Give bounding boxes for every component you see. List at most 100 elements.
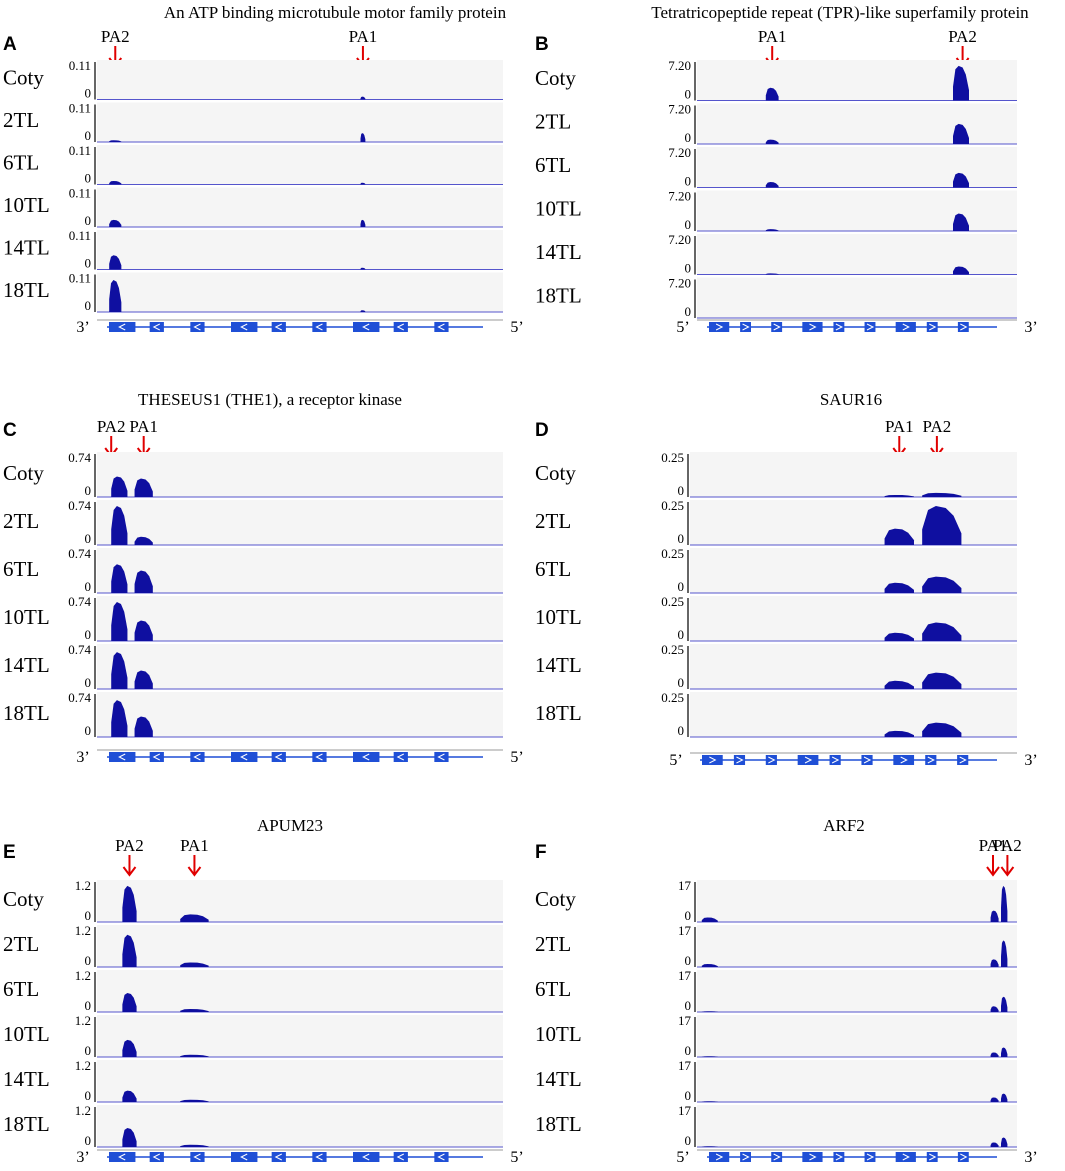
- exon: [771, 1152, 783, 1162]
- ymax-label: 17: [678, 968, 692, 983]
- ymax-label: 17: [678, 1058, 692, 1073]
- sample-label: 10TL: [535, 197, 582, 221]
- arrow-pa1: PA1: [885, 417, 914, 458]
- track-background: [697, 1060, 1017, 1102]
- strand-arrow-icon: [118, 1153, 126, 1161]
- peak-pa1: [360, 219, 366, 227]
- exon: [149, 1152, 164, 1162]
- track-background: [97, 925, 503, 967]
- peak-pa2: [122, 934, 137, 967]
- panel-letter: F: [535, 842, 547, 863]
- track-6tl: 0.25 0 6TL: [535, 546, 1017, 594]
- arrow-pa1: PA1: [979, 836, 1007, 877]
- strand-arrow-icon: [362, 323, 370, 331]
- sample-label: 10TL: [3, 193, 50, 217]
- strand-arrow-icon: [863, 756, 872, 764]
- exon: [271, 1152, 286, 1162]
- arrow-label: PA2: [97, 417, 126, 436]
- strand-arrow-icon: [315, 1153, 323, 1161]
- peak-pa1: [990, 910, 999, 922]
- track-background: [97, 1015, 503, 1057]
- peak-pa2: [922, 492, 962, 497]
- peak-pa2: [122, 1090, 137, 1102]
- peak-pa2: [111, 652, 128, 689]
- exon: [312, 1152, 327, 1162]
- sample-label: Coty: [3, 887, 44, 911]
- track-background: [697, 147, 1017, 188]
- track-14tl: 7.20 0 14TL: [535, 232, 1017, 276]
- sample-label: Coty: [3, 461, 44, 485]
- gene-model: 5’ 3’: [669, 752, 1037, 769]
- ymin-label: 0: [85, 723, 92, 738]
- peak-pa2: [122, 1128, 137, 1147]
- peak-pa1: [180, 1099, 209, 1102]
- strand-arrow-icon: [362, 753, 370, 761]
- gene-left-end: 5’: [669, 752, 682, 769]
- sample-label: 14TL: [535, 1067, 582, 1091]
- strand-arrow-icon: [927, 756, 935, 764]
- track-background: [697, 103, 1017, 144]
- exon: [864, 1152, 876, 1162]
- peak-pa1: [360, 133, 366, 142]
- ymax-label: 0.25: [661, 546, 684, 561]
- strand-arrow-icon: [362, 1153, 370, 1161]
- peak-pa1: [134, 478, 153, 497]
- strand-arrow-icon: [396, 323, 405, 331]
- exon: [312, 322, 327, 332]
- sample-label: 6TL: [3, 150, 39, 174]
- peak-pa2: [1001, 996, 1008, 1012]
- peak-pa1: [134, 570, 153, 593]
- track-background: [97, 644, 503, 689]
- strand-arrow-icon: [715, 323, 724, 331]
- exon: [740, 322, 751, 332]
- ymax-label: 0.74: [68, 594, 91, 609]
- strand-arrow-icon: [835, 1153, 844, 1161]
- track-coty: 7.20 0 Coty: [535, 58, 1017, 102]
- ymax-label: 7.20: [668, 276, 691, 291]
- strand-arrow-icon: [396, 1153, 405, 1161]
- exon: [702, 755, 723, 765]
- exon: [797, 755, 819, 765]
- sample-label: 2TL: [3, 932, 39, 956]
- strand-arrow-icon: [274, 323, 283, 331]
- ymax-label: 1.2: [75, 923, 91, 938]
- gene-right-end: 5’: [510, 1149, 523, 1166]
- ymax-label: 7.20: [668, 189, 691, 204]
- ymax-label: 0.74: [68, 498, 91, 513]
- exon: [833, 322, 845, 332]
- down-arrow-icon: [986, 855, 1000, 877]
- exon: [733, 755, 746, 765]
- exon: [231, 1152, 258, 1162]
- panel-letter: E: [3, 842, 16, 863]
- strand-arrow-icon: [315, 323, 323, 331]
- strand-arrow-icon: [960, 323, 968, 331]
- track-background: [690, 596, 1017, 641]
- sample-label: 18TL: [3, 701, 50, 725]
- strand-arrow-icon: [240, 1153, 248, 1161]
- strand-arrow-icon: [437, 1153, 445, 1161]
- peak-extra: [701, 1056, 718, 1057]
- exon: [771, 322, 783, 332]
- track-14tl: 0.11 0 14TL: [3, 228, 503, 271]
- peak-extra: [701, 1101, 718, 1102]
- ymin-label: 0: [678, 483, 685, 498]
- gene-model: 3’ 5’: [76, 319, 523, 336]
- exon: [765, 755, 777, 765]
- sample-label: 18TL: [3, 278, 50, 302]
- sample-label: 10TL: [3, 605, 50, 629]
- peak-pa1: [765, 139, 779, 144]
- track-background: [97, 548, 503, 593]
- ymin-label: 0: [85, 171, 92, 186]
- ymax-label: 0.25: [661, 498, 684, 513]
- sample-label: 14TL: [3, 653, 50, 677]
- ymin-label: 0: [85, 1043, 92, 1058]
- track-background: [97, 1060, 503, 1102]
- peak-pa1: [765, 87, 779, 101]
- strand-arrow-icon: [437, 753, 445, 761]
- peak-pa2: [922, 506, 962, 545]
- track-6tl: 0.11 0 6TL: [3, 143, 503, 186]
- panel-title: Tetratricopeptide repeat (TPR)-like supe…: [651, 3, 1029, 22]
- arrow-label: PA2: [993, 836, 1022, 855]
- exon: [109, 1152, 136, 1162]
- sample-label: 2TL: [535, 932, 571, 956]
